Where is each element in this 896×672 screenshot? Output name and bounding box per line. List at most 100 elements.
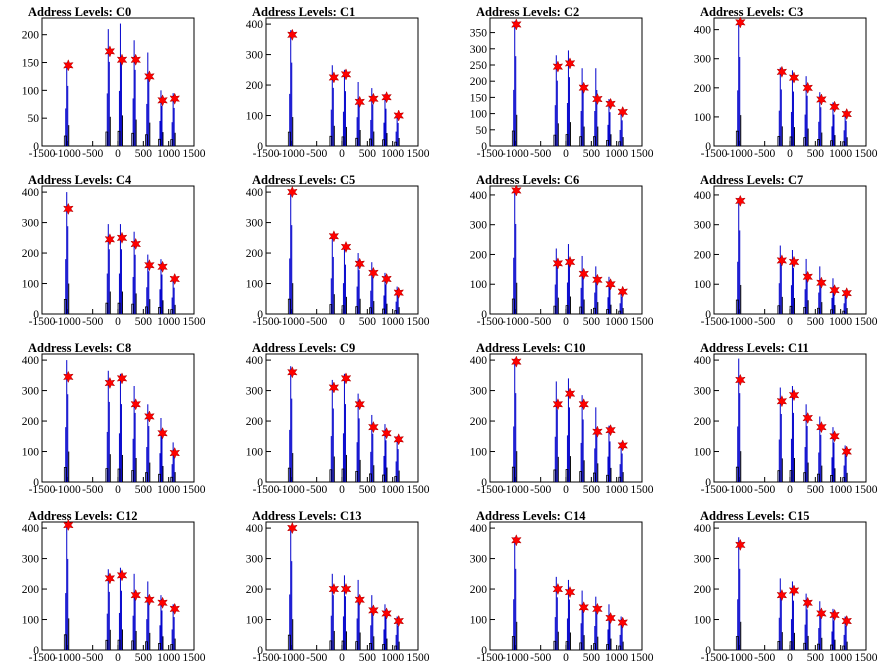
x-tick-label: 1000 [605, 148, 628, 160]
panel-title: Address Levels: C7 [700, 173, 803, 187]
x-tick-label: 1000 [381, 316, 404, 328]
histogram-panel-c2: Address Levels: C2 0 50 100 150 200 250 300 350 -… [470, 5, 654, 160]
histogram-outline [553, 305, 557, 314]
peak-marker [735, 538, 746, 552]
y-tick-label: 400 [22, 355, 40, 367]
y-tick-label: 200 [694, 584, 712, 596]
y-tick-label: 100 [470, 279, 488, 291]
histogram-panel-c11: Address Levels: C11 0 100 200 300 400 -1500-10… [694, 341, 878, 496]
histogram-outline [158, 473, 161, 482]
peak-marker [130, 588, 142, 602]
peak-marker [802, 411, 814, 425]
x-tick-label: 1000 [381, 148, 404, 160]
peak-marker [841, 287, 853, 300]
histogram-outline [842, 310, 846, 314]
panel-title: Address Levels: C0 [28, 5, 131, 19]
panel-title: Address Levels: C1 [252, 5, 355, 19]
histogram-outline [394, 476, 398, 482]
peak-marker [393, 286, 405, 299]
peak-marker [617, 105, 629, 119]
x-tick-label: 0 [115, 148, 121, 160]
y-tick-label: 100 [22, 85, 40, 97]
peak-marker [605, 278, 616, 291]
x-tick-label: -500 [754, 148, 775, 160]
x-tick-label: -1000 [278, 316, 305, 328]
x-tick-label: -500 [530, 148, 551, 160]
histogram-outline [606, 309, 609, 314]
histogram-outline [368, 643, 372, 650]
histogram-outline [777, 641, 781, 650]
y-tick-label: 400 [694, 25, 712, 37]
histogram-outline [817, 643, 820, 650]
histogram-outline [131, 470, 135, 482]
histogram-outline [63, 135, 67, 146]
histogram-outline [735, 466, 739, 482]
x-tick-label: 1500 [631, 652, 654, 664]
histogram-outline [368, 138, 372, 146]
y-tick-label: 100 [246, 279, 264, 291]
peak-marker [144, 70, 155, 83]
x-tick-label: 1000 [157, 148, 180, 160]
y-tick-label: 200 [470, 76, 488, 88]
x-tick-label: -500 [82, 316, 103, 328]
peak-marker [381, 91, 392, 104]
plot-frame [41, 521, 195, 651]
histogram-panel-c4: Address Levels: C4 0 100 200 300 400 -1500-100… [22, 173, 206, 328]
y-tick-label: 300 [470, 220, 488, 232]
histogram-outline [170, 644, 174, 650]
x-tick-label: -1500 [477, 652, 504, 664]
peak-marker [287, 366, 298, 379]
histogram-outline [368, 473, 372, 482]
y-tick-label: 200 [470, 249, 488, 261]
x-tick-label: -1500 [253, 148, 280, 160]
y-tick-label: 0 [705, 141, 711, 153]
histogram-panel-c7: Address Levels: C7 0 100 200 300 400 -1500-100… [694, 173, 878, 328]
peak-marker [829, 100, 840, 113]
x-tick-label: 1500 [407, 484, 430, 496]
y-tick-label: 200 [246, 80, 264, 92]
x-tick-label: -500 [306, 316, 327, 328]
peak-marker [829, 430, 840, 443]
x-tick-label: 0 [339, 652, 345, 664]
x-tick-label: 1000 [605, 316, 628, 328]
histogram-outline [117, 130, 121, 146]
histogram-outline [789, 470, 793, 482]
y-tick-label: 400 [470, 355, 488, 367]
x-tick-label: 1500 [855, 484, 878, 496]
x-tick-label: 1500 [407, 652, 430, 664]
x-tick-label: 500 [807, 484, 825, 496]
y-tick-label: 200 [246, 416, 264, 428]
y-tick-label: 300 [694, 386, 712, 398]
x-tick-label: 500 [135, 652, 153, 664]
peak-marker [328, 381, 340, 394]
y-tick-label: 400 [694, 523, 712, 535]
histogram-outline [355, 641, 359, 650]
x-tick-label: -1500 [701, 316, 728, 328]
histogram-outline [131, 132, 135, 146]
peak-marker [511, 184, 522, 197]
x-tick-label: -1000 [502, 484, 529, 496]
plot-frame [41, 17, 195, 147]
x-tick-label: -1500 [253, 652, 280, 664]
histogram-outline [579, 471, 583, 482]
histogram-outline [565, 134, 569, 146]
x-tick-label: -1000 [502, 652, 529, 664]
x-tick-label: -1500 [29, 484, 56, 496]
x-tick-label: 1500 [855, 652, 878, 664]
x-tick-label: -1000 [278, 484, 305, 496]
histogram-outline [394, 310, 398, 314]
x-tick-label: 1000 [381, 652, 404, 664]
histogram-panel-c3: Address Levels: C3 0 100 200 300 400 -1500-100… [694, 5, 878, 160]
histogram-outline [170, 139, 174, 146]
y-tick-label: 400 [694, 355, 712, 367]
x-tick-label: -500 [530, 484, 551, 496]
peak-marker [169, 92, 181, 105]
x-tick-label: -1500 [253, 316, 280, 328]
y-tick-label: 250 [470, 60, 488, 72]
histogram-outline [618, 645, 622, 650]
histogram-outline [817, 139, 820, 146]
y-tick-label: 300 [22, 554, 40, 566]
y-tick-label: 100 [246, 111, 264, 123]
peak-marker [144, 259, 155, 272]
peak-marker [564, 57, 576, 70]
